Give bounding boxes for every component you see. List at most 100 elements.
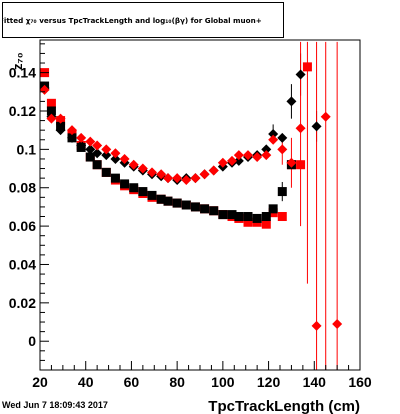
error-bars (272, 41, 338, 370)
data-point-diamond (261, 144, 272, 155)
data-point-square (268, 204, 278, 214)
data-point-square (227, 210, 237, 220)
data-point-square (101, 167, 111, 177)
data-point-square (261, 219, 271, 229)
data-point-diamond (268, 134, 279, 145)
data-point-square (302, 62, 312, 72)
data-point-square (243, 217, 253, 227)
data-point-diamond (332, 318, 343, 329)
data-point-diamond (261, 150, 272, 161)
data-point-diamond (277, 132, 288, 143)
data-point-diamond (110, 148, 121, 159)
data-point-diamond (92, 140, 103, 151)
y-tick-label: 0.02 (9, 295, 36, 311)
data-point-diamond (55, 125, 66, 136)
x-tick-label: 80 (169, 374, 185, 390)
y-tick-label: 0.1 (17, 141, 37, 157)
data-point-square (181, 200, 191, 210)
x-tick-label: 140 (303, 374, 327, 390)
x-tick-label: 160 (348, 374, 372, 390)
data-point-diamond (233, 150, 244, 161)
data-markers (39, 62, 343, 331)
y-tick-label: 0 (28, 333, 36, 349)
data-point-diamond (67, 125, 77, 136)
data-point-diamond (156, 169, 167, 180)
data-point-square (147, 190, 157, 200)
data-point-diamond (295, 69, 306, 80)
data-point-square (218, 210, 228, 220)
data-point-square (190, 202, 200, 212)
y-tick-label: 0.04 (9, 256, 36, 272)
axes: 20 40 60 80 100 120 140 160 0 0.02 0.04 0.06 0.08 0.1… (9, 43, 372, 390)
data-point-square (277, 187, 287, 197)
data-point-square (46, 98, 56, 108)
datestamp: Wed Jun 7 18:09:43 2017 (2, 400, 108, 410)
data-point-diamond (199, 169, 210, 180)
x-tick-label: 60 (124, 374, 140, 390)
data-point-diamond (252, 152, 263, 163)
data-point-diamond (268, 129, 279, 140)
chart-title: Fitted χ₇₀ versus TpcTrackLength and log… (2, 16, 262, 25)
data-point-square (138, 187, 148, 197)
data-point-diamond (217, 157, 228, 168)
data-point-diamond (243, 150, 253, 161)
data-point-square (92, 160, 102, 170)
data-point-diamond (137, 163, 148, 174)
data-point-diamond (67, 132, 77, 143)
data-point-diamond (286, 157, 297, 168)
y-tick-label: 0.06 (9, 218, 36, 234)
data-point-square (200, 204, 210, 214)
data-point-diamond (101, 150, 112, 161)
data-point-diamond (295, 123, 306, 134)
data-point-diamond (119, 153, 130, 164)
x-tick-label: 120 (257, 374, 281, 390)
y-tick-label: 0.14 (9, 65, 36, 81)
data-point-square (243, 212, 253, 222)
data-point-square (252, 213, 262, 223)
data-point-square (172, 198, 182, 208)
data-point-diamond (101, 144, 112, 155)
data-point-diamond (172, 173, 183, 184)
data-point-diamond (76, 140, 87, 151)
data-point-diamond (227, 155, 237, 166)
data-point-square (129, 183, 139, 193)
data-point-diamond (181, 175, 192, 186)
data-point-diamond (110, 153, 121, 164)
data-point-diamond (286, 96, 297, 107)
data-point-diamond (190, 173, 201, 184)
data-point-diamond (233, 155, 244, 166)
data-point-diamond (311, 121, 322, 132)
data-point-square (110, 173, 120, 183)
data-point-diamond (128, 159, 139, 170)
data-point-diamond (39, 84, 50, 95)
data-point-diamond (208, 165, 219, 176)
data-point-diamond (55, 113, 66, 124)
y-tick-label: 0.12 (9, 103, 36, 119)
data-point-diamond (92, 148, 103, 159)
data-point-diamond (163, 173, 173, 184)
data-point-square (296, 160, 306, 170)
data-point-diamond (85, 144, 96, 155)
x-tick-label: 20 (32, 374, 48, 390)
chart-title-box: Fitted χ₇₀ versus TpcTrackLength and log… (2, 2, 284, 38)
data-point-square (85, 152, 95, 162)
data-point-diamond (76, 132, 87, 143)
data-point-square (261, 212, 271, 222)
data-point-square (277, 212, 287, 222)
data-point-square (120, 179, 130, 189)
x-tick-label: 40 (78, 374, 94, 390)
data-point-square (234, 212, 244, 222)
data-point-square (163, 196, 173, 206)
data-point-diamond (277, 144, 288, 155)
y-axis-label: z₇₀ (10, 52, 25, 70)
data-point-square (156, 194, 166, 204)
data-point-diamond (46, 113, 57, 124)
data-point-diamond (147, 167, 157, 178)
data-point-diamond (320, 111, 331, 122)
data-point-square (46, 106, 56, 116)
x-axis-label: TpcTrackLength (cm) (208, 398, 360, 414)
plot-frame (39, 39, 361, 371)
x-tick-label: 100 (211, 374, 235, 390)
data-point-square (209, 206, 219, 216)
